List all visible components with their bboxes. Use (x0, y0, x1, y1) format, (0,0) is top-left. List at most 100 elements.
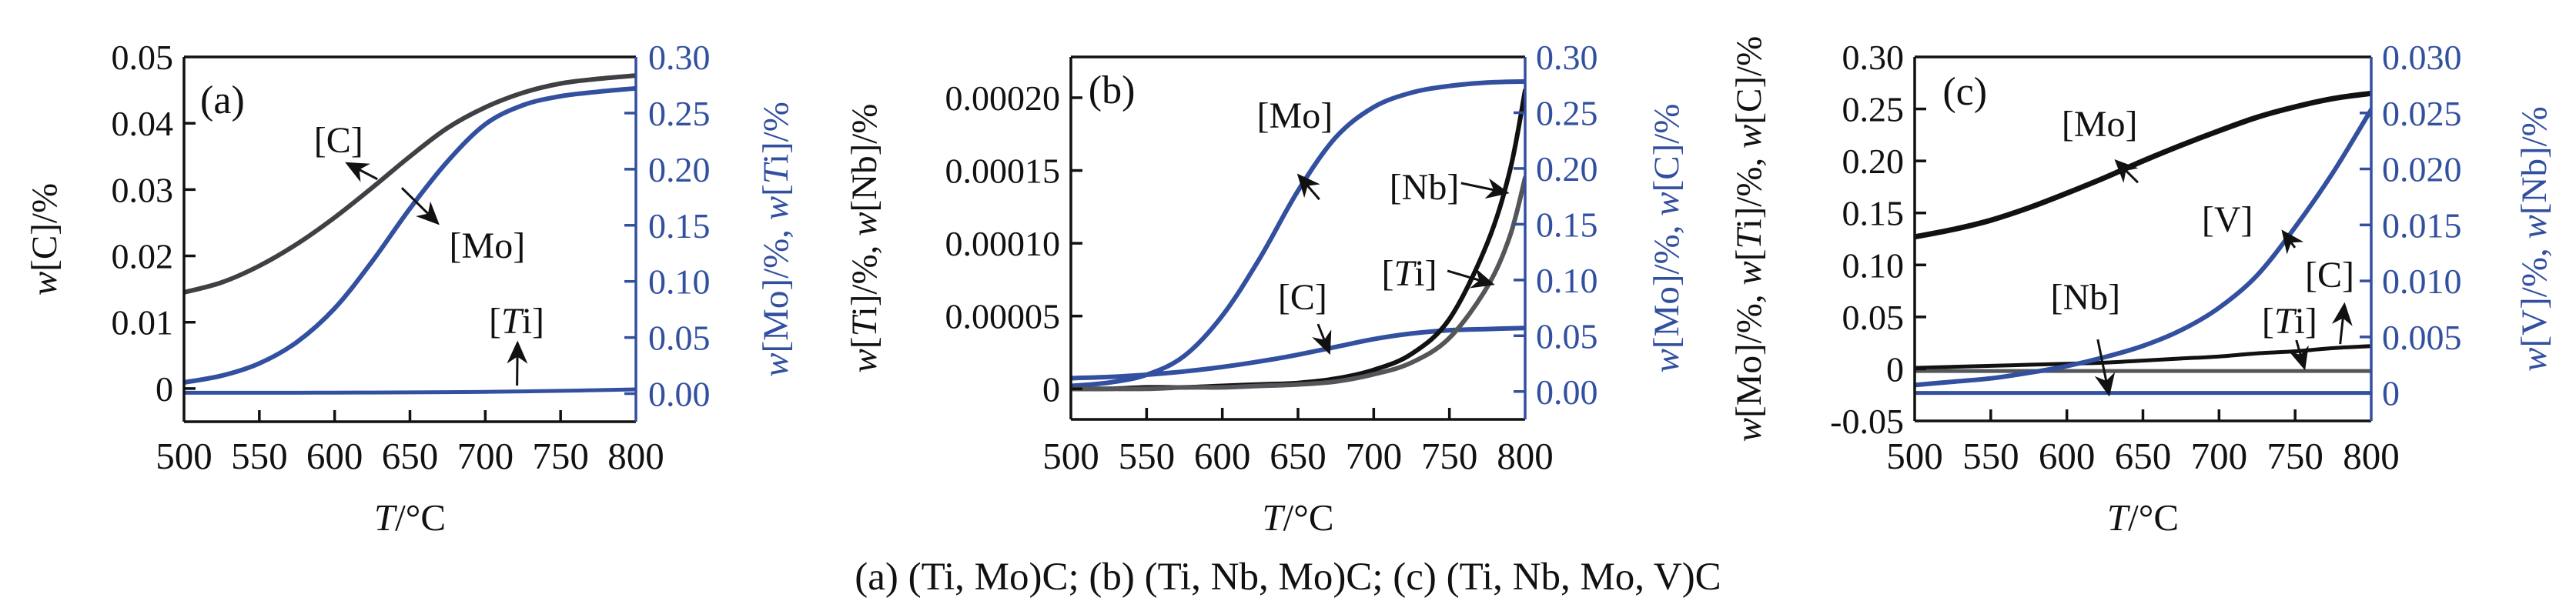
chart-b-curve-label-Nb: [Nb] (1390, 167, 1460, 208)
chart-a-curve-label-Ti: [Ti] (489, 301, 544, 342)
chart-b-right-tick-label: 0.00 (1536, 372, 1598, 411)
chart-b-xtick-label: 750 (1421, 435, 1478, 477)
chart-c-left-axis-title: w[Mo]/%, w[Ti]/%, w[C]/% (1729, 36, 1769, 442)
chart-a-right-axis-title: w[Mo]/%, w[Ti]/% (756, 102, 796, 377)
chart-c-xtick-label: 500 (1886, 435, 1943, 477)
chart-a-curve-label-Mo: [Mo] (450, 225, 526, 266)
chart-a-curve-Ti (183, 387, 637, 395)
chart-b-right-tick-label: 0.25 (1536, 93, 1598, 132)
chart-a-xtick-label: 750 (532, 435, 589, 477)
chart-c-annotation-arrow (2288, 339, 2309, 371)
chart-a-right-tick-label: 0.30 (648, 38, 711, 77)
chart-b-xtick-label: 600 (1194, 435, 1251, 477)
chart-b-right-tick-label: 0.05 (1536, 316, 1598, 356)
chart-a-left-tick-label: 0.03 (112, 170, 174, 209)
chart-a-left-axis-title: w[C]/% (25, 183, 65, 295)
chart-b-curve-label-Ti: [Ti] (1382, 253, 1437, 294)
chart-a-left-tick-label: 0.04 (112, 104, 174, 143)
chart-b-xtick-label: 500 (1042, 435, 1099, 477)
chart-a-xtick-label: 650 (382, 435, 439, 477)
chart-c-right-tick-label: 0.005 (2382, 317, 2462, 356)
chart-c-left-tick-label: 0.05 (1842, 297, 1905, 336)
chart-c-left-tick-label: 0.25 (1842, 89, 1905, 129)
chart-a-xtick-label: 800 (607, 435, 664, 477)
chart-b-curve-C (1070, 326, 1526, 381)
chart-c-panel-label: (c) (1942, 69, 1987, 113)
chart-c-left-tick-label: 0.10 (1842, 245, 1905, 285)
chart-a-curve-Mo (183, 85, 637, 385)
chart-c-curve-label-Ti: [Ti] (2262, 300, 2317, 341)
chart-c-curve-label-C: [C] (2305, 254, 2354, 295)
chart-a-panel-label: (a) (200, 78, 245, 122)
chart-b-right-tick-label: 0.30 (1536, 38, 1598, 77)
chart-c-right-tick-label: 0.025 (2382, 93, 2462, 132)
chart-c-xtick-label: 800 (2343, 435, 2400, 477)
chart-b-left-tick-label: 0.00020 (945, 78, 1061, 117)
chart-a-xtick-label: 600 (306, 435, 363, 477)
chart-c-curve-label-Mo: [Mo] (2062, 104, 2138, 145)
chart-a-right-tick-label: 0.00 (648, 374, 711, 413)
chart-a-right-tick-label: 0.25 (648, 93, 711, 132)
chart-c-annotation-arrow (2094, 339, 2116, 397)
chart-c-xtick-label: 600 (2039, 435, 2096, 477)
chart-a-right-tick-label: 0.10 (648, 262, 711, 301)
chart-a-xtick-label: 700 (457, 435, 514, 477)
chart-c-series-group (1914, 90, 2372, 396)
chart-c-curve-label-Nb: [Nb] (2050, 277, 2120, 318)
chart-b-left-tick-label: 0.00005 (945, 296, 1061, 336)
chart-a-right-tick-label: 0.15 (648, 205, 711, 245)
figure-caption: (a) (Ti, Mo)C; (b) (Ti, Nb, Mo)C; (c) (T… (855, 556, 1721, 599)
chart-a-annotation-arrow (400, 187, 440, 225)
chart-b-right-axis-title: w[Mo]/%, w[C]/% (1647, 104, 1687, 373)
chart-b-right-tick-label: 0.20 (1536, 149, 1598, 188)
chart-c-panel: 500 550 600 650 700 750 800 T/°C 0.30 0.25 0.20 0.1… (1729, 36, 2554, 539)
chart-b-xtick-label: 550 (1119, 435, 1176, 477)
chart-a-annotation-arrow (345, 162, 378, 182)
chart-c-right-tick-label: 0 (2382, 373, 2400, 412)
chart-a-left-tick-label: 0.05 (112, 38, 174, 77)
chart-c-right-tick-label: 0.015 (2382, 205, 2462, 245)
chart-c-xtick-label: 550 (1962, 435, 2019, 477)
chart-c-curve-V (1914, 107, 2372, 388)
chart-a-xtick-label: 550 (231, 435, 288, 477)
chart-a-left-tick-label: 0 (156, 369, 173, 408)
chart-a-curve-C (183, 73, 637, 295)
chart-c-annotation-arrow (2331, 302, 2353, 345)
chart-c-left-tick-label: 0 (1886, 349, 1904, 389)
chart-b-curve-label-Mo: [Mo] (1257, 95, 1333, 135)
chart-c-xtick-label: 650 (2115, 435, 2172, 477)
chart-b-curve-label-C: [C] (1278, 276, 1327, 317)
chart-a-series-group (183, 73, 637, 395)
chart-b-xtick-label: 700 (1346, 435, 1403, 477)
chart-a-right-tick-label: 0.20 (648, 149, 711, 189)
chart-b-left-tick-label: 0.00010 (945, 224, 1061, 263)
chart-c-right-tick-label: 0.010 (2382, 262, 2462, 301)
chart-c-left-tick-label: -0.05 (1830, 402, 1904, 441)
chart-b-annotation-arrow (1312, 323, 1332, 356)
chart-c-annotation-arrow (2114, 159, 2139, 184)
chart-b-xtick-label: 650 (1270, 435, 1326, 477)
chart-b-annotation-arrow (1447, 268, 1495, 289)
chart-b-panel-label: (b) (1089, 68, 1136, 112)
chart-c-x-axis-title: T/°C (2107, 496, 2179, 539)
chart-c-curve-label-V: [V] (2202, 199, 2253, 239)
chart-a-panel: 500 550 600 650 700 750 800 T/°C 0.05 0.04 0.03 0.0… (25, 38, 796, 539)
chart-c-left-tick-label: 0.30 (1842, 38, 1905, 77)
chart-a-x-axis-title: T/°C (374, 496, 446, 539)
chart-b-left-tick-label: 0.00015 (945, 151, 1061, 190)
chart-a-right-tick-label: 0.05 (648, 318, 711, 357)
chart-b-annotation-arrow (1296, 173, 1320, 201)
chart-c-curve-Mo (1914, 90, 2372, 240)
chart-b-right-tick-label: 0.15 (1536, 205, 1598, 244)
chart-c-left-tick-label: 0.15 (1842, 193, 1905, 232)
chart-b-panel: 500 550 600 650 700 750 800 T/°C 0.00020 0.00015 0… (845, 38, 1687, 539)
chart-c-annotation-arrow (2281, 229, 2304, 255)
chart-b-left-tick-label: 0 (1042, 369, 1060, 409)
chart-a-annotation-arrow (507, 340, 528, 386)
chart-a-left-tick-label: 0.01 (112, 302, 174, 342)
chart-c-xtick-label: 700 (2191, 435, 2248, 477)
chart-c-right-axis-title: w[V]/%, w[Nb]/% (2514, 106, 2554, 372)
chart-a-xtick-label: 500 (156, 435, 212, 477)
